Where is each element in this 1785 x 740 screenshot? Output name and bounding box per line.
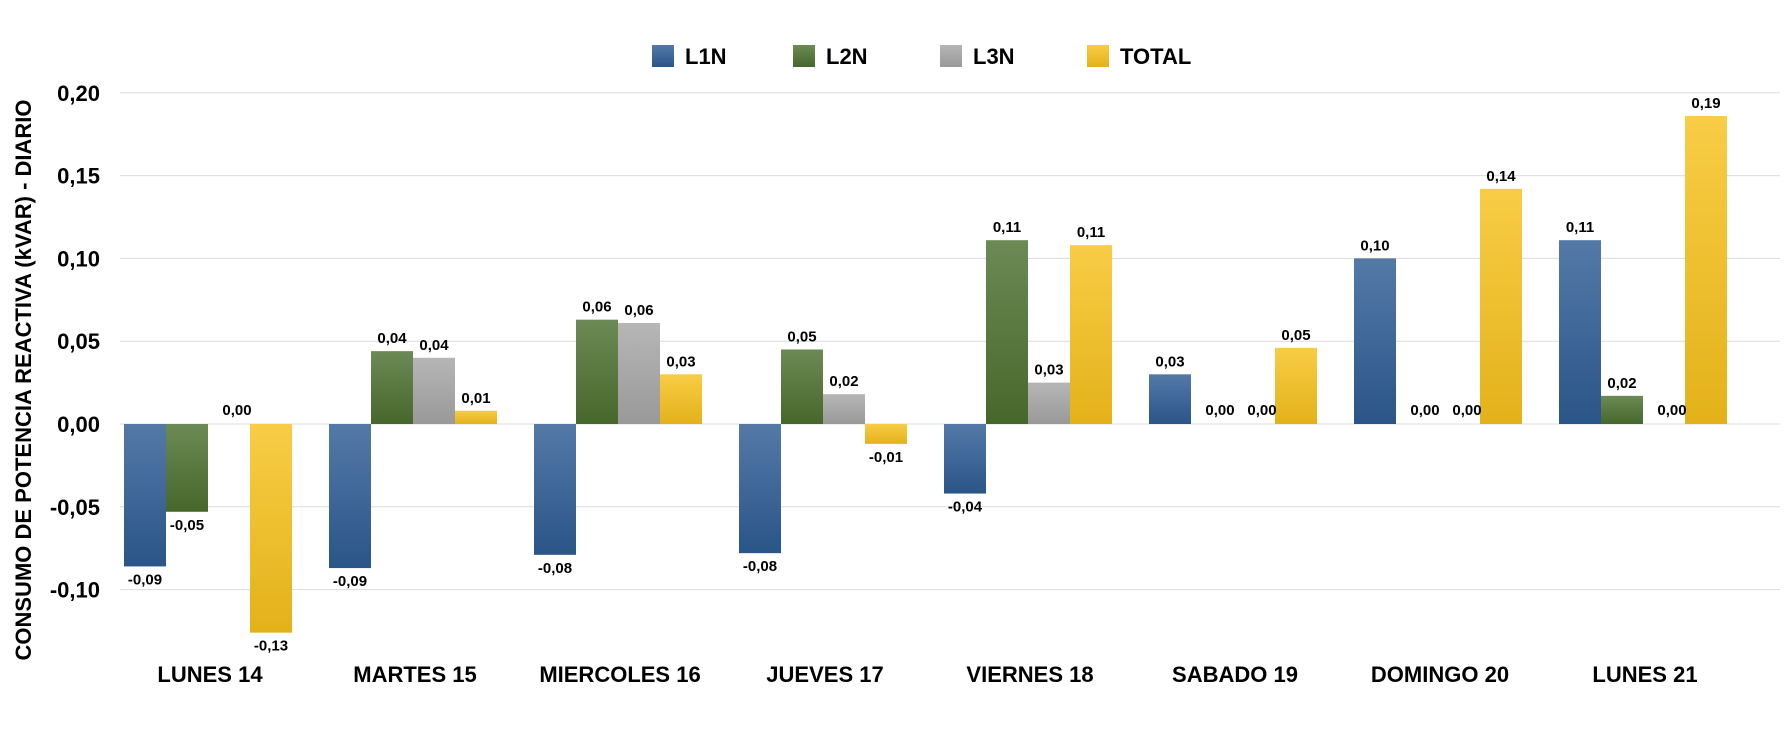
x-tick-label: DOMINGO 20 (1371, 662, 1509, 687)
data-label: -0,09 (128, 571, 162, 588)
bar-total (660, 374, 702, 424)
legend: L1N L2N L3N TOTAL (652, 44, 1191, 69)
data-label: 0,06 (582, 299, 611, 316)
data-label: 0,03 (666, 353, 695, 370)
data-label: 0,02 (829, 373, 858, 390)
legend-label-l1n: L1N (685, 44, 727, 69)
data-label: -0,08 (743, 558, 777, 575)
data-label: 0,00 (1452, 402, 1481, 419)
data-label: -0,08 (538, 560, 572, 577)
bar-l2n (166, 424, 208, 512)
bar-l3n (618, 322, 660, 424)
bars (124, 115, 1727, 633)
bar-l1n (124, 424, 166, 567)
data-label: -0,09 (333, 573, 367, 590)
bar-total (865, 424, 907, 444)
bar-l3n (413, 357, 455, 424)
data-label: 0,03 (1034, 362, 1063, 379)
data-label: 0,00 (222, 402, 251, 419)
bar-total (250, 424, 292, 633)
y-tick-label: -0,05 (50, 495, 100, 520)
data-label: 0,02 (1607, 375, 1636, 392)
data-label: -0,01 (869, 449, 903, 466)
y-axis-title: CONSUMO DE POTENCIA REACTIVA (kVAR) - DI… (11, 99, 36, 660)
data-label: 0,01 (461, 390, 490, 407)
bar-l1n (1559, 240, 1601, 424)
x-axis: LUNES 14 MARTES 15 MIERCOLES 16 JUEVES 17 VI… (157, 662, 1697, 687)
x-tick-label: JUEVES 17 (766, 662, 883, 687)
bar-total (1070, 245, 1112, 424)
bar-l2n (371, 351, 413, 424)
x-tick-label: MARTES 15 (353, 662, 476, 687)
data-label: 0,10 (1360, 237, 1389, 254)
data-label: 0,06 (624, 302, 653, 319)
y-tick-label: 0,15 (57, 164, 100, 189)
bar-l2n (576, 319, 618, 424)
y-tick-label: -0,10 (50, 578, 100, 603)
bar-total (1685, 115, 1727, 424)
data-label: -0,04 (948, 499, 983, 516)
bar-l1n (329, 424, 371, 569)
y-tick-label: 0,00 (57, 412, 100, 437)
legend-swatch-l1n (652, 45, 674, 67)
y-tick-label: 0,10 (57, 246, 100, 271)
data-label: 0,00 (1247, 402, 1276, 419)
data-label: 0,11 (1566, 219, 1594, 236)
x-tick-label: LUNES 21 (1592, 662, 1697, 687)
bar-l2n (1601, 395, 1643, 424)
data-label: -0,13 (254, 638, 288, 655)
y-tick-label: 0,20 (57, 81, 100, 106)
data-labels: -0,09 -0,05 0,00 -0,13 -0,09 0,04 0,04 0,01 -0,0… (128, 95, 1721, 655)
data-label: 0,04 (377, 330, 407, 347)
data-label: 0,05 (787, 328, 816, 345)
y-axis: -0,10 -0,05 0,00 0,05 0,10 0,15 0,20 (50, 81, 100, 603)
bar-total (455, 410, 497, 424)
legend-label-l2n: L2N (826, 44, 868, 69)
data-label: 0,00 (1205, 402, 1234, 419)
data-label: -0,05 (170, 517, 204, 534)
x-tick-label: VIERNES 18 (966, 662, 1093, 687)
bar-l1n (534, 424, 576, 555)
data-label: 0,03 (1155, 353, 1184, 370)
legend-label-l3n: L3N (973, 44, 1015, 69)
data-label: 0,00 (1657, 402, 1686, 419)
data-label: 0,04 (419, 337, 449, 354)
bar-l1n (1354, 258, 1396, 424)
data-label: 0,00 (1410, 402, 1439, 419)
bar-total (1480, 188, 1522, 424)
data-label: 0,19 (1691, 95, 1720, 112)
legend-label-total: TOTAL (1120, 44, 1191, 69)
y-tick-label: 0,05 (57, 329, 100, 354)
legend-swatch-l2n (793, 45, 815, 67)
bar-total (1275, 347, 1317, 424)
x-tick-label: SABADO 19 (1172, 662, 1298, 687)
data-label: 0,11 (1077, 224, 1105, 241)
bar-l3n (1028, 382, 1070, 424)
legend-swatch-total (1087, 45, 1109, 67)
bar-l3n (823, 394, 865, 424)
data-label: 0,14 (1486, 168, 1516, 185)
x-tick-label: MIERCOLES 16 (539, 662, 700, 687)
data-label: 0,11 (993, 219, 1021, 236)
bar-l2n (781, 349, 823, 424)
data-label: 0,05 (1281, 327, 1310, 344)
legend-swatch-l3n (940, 45, 962, 67)
bar-l1n (944, 424, 986, 494)
bar-l2n (986, 240, 1028, 424)
x-tick-label: LUNES 14 (157, 662, 263, 687)
bar-l1n (1149, 374, 1191, 424)
bar-l1n (739, 424, 781, 554)
